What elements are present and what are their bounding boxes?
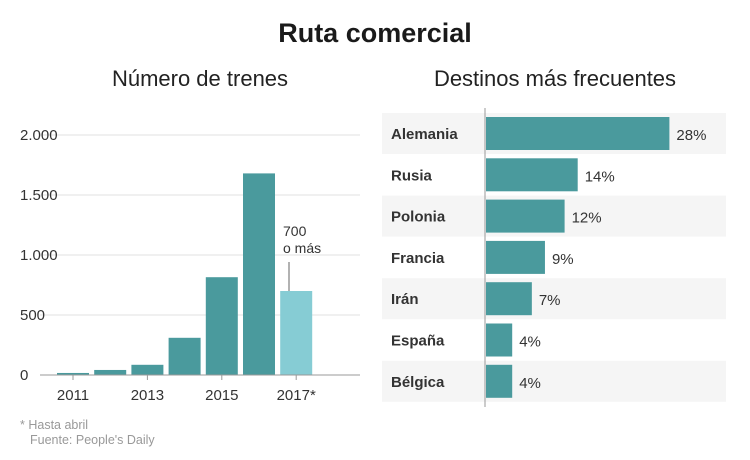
- bar-España: [486, 323, 513, 357]
- y-tick-label: 0: [20, 367, 28, 384]
- footnote: * Hasta abril: [20, 418, 89, 432]
- x-tick-label: 2011: [57, 387, 89, 404]
- chart-title: Ruta comercial: [278, 18, 472, 48]
- x-tick-label: 2013: [131, 387, 164, 404]
- value-label: 7%: [539, 292, 561, 309]
- value-label: 4%: [519, 375, 541, 392]
- row-background: [382, 278, 726, 320]
- row-background: [382, 360, 726, 402]
- value-label: 12%: [572, 210, 602, 227]
- bar-Polonia: [486, 199, 565, 233]
- category-label: Polonia: [391, 209, 446, 226]
- y-tick-label: 500: [20, 307, 45, 324]
- value-label: 9%: [552, 251, 574, 268]
- category-label: Irán: [391, 291, 419, 308]
- y-tick-label: 1.000: [20, 247, 58, 264]
- y-tick-label: 2.000: [20, 127, 58, 144]
- bar-Francia: [486, 240, 545, 274]
- category-label: España: [391, 333, 445, 350]
- left-chart-title: Número de trenes: [111, 66, 289, 91]
- value-label: 14%: [585, 168, 615, 185]
- bar-2015: [205, 277, 238, 375]
- bar-Alemania: [486, 117, 670, 150]
- bar-2011: [57, 372, 89, 375]
- bar-Irán: [486, 282, 532, 316]
- bar-2013: [131, 364, 164, 375]
- category-label: Alemania: [391, 126, 458, 143]
- x-tick-label: 2017*: [277, 387, 316, 404]
- right-chart-title: Destinos más frecuentes: [433, 66, 677, 91]
- y-tick-label: 1.500: [20, 187, 58, 204]
- annotation-text: 700: [283, 223, 307, 239]
- bar-2012: [94, 369, 127, 375]
- value-label: 28%: [676, 127, 706, 144]
- bar-2014: [168, 337, 201, 375]
- category-label: Rusia: [391, 167, 433, 184]
- category-label: Bélgica: [391, 374, 445, 391]
- bar-Bélgica: [486, 364, 513, 398]
- source: Fuente: People's Daily: [30, 433, 155, 447]
- bar-2016: [243, 173, 275, 375]
- x-tick-label: 2015: [205, 387, 238, 404]
- bar-2017*: [280, 291, 313, 375]
- value-label: 4%: [519, 334, 541, 351]
- annotation-text: o más: [283, 240, 321, 256]
- category-label: Francia: [391, 250, 445, 267]
- bar-Rusia: [486, 158, 578, 192]
